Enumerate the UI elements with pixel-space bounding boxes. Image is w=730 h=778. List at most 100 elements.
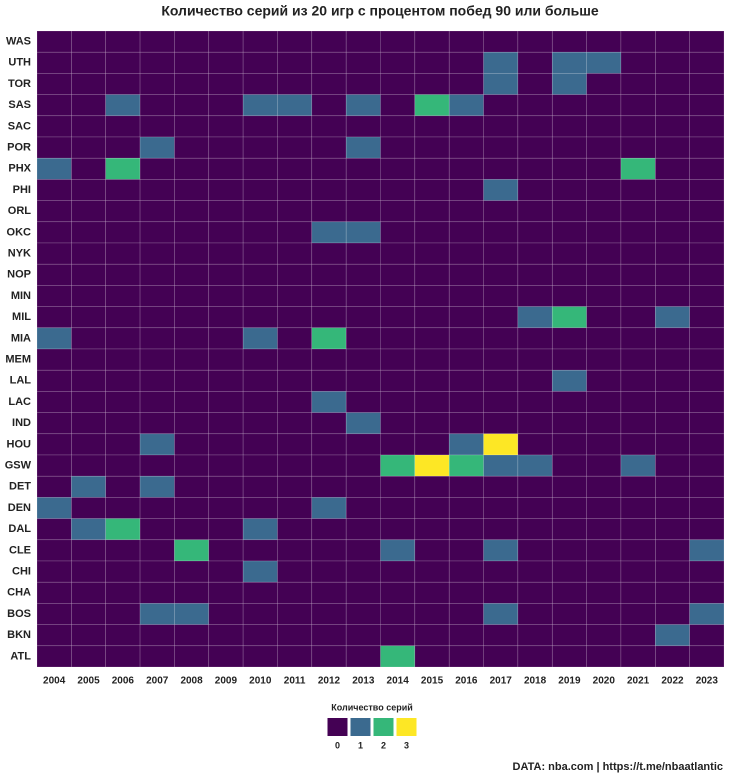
heatmap-cell [448,475,484,498]
heatmap-cell [105,603,141,625]
heatmap-cell [483,94,519,117]
x-tick-label: 2004 [43,676,66,687]
heatmap-cell [36,348,72,371]
x-tick-label: 2017 [490,676,513,687]
heatmap-cell [105,645,141,668]
heatmap-cell [654,624,690,647]
heatmap-cell [517,518,553,541]
heatmap-cell [345,454,381,477]
heatmap-cell [71,454,106,477]
heatmap-cell [139,433,175,456]
heatmap-cell [139,179,175,201]
heatmap-cell [208,306,244,329]
heatmap-cell [36,73,72,95]
heatmap-cell [654,115,690,138]
heatmap-cell [174,94,210,117]
heatmap-cell [105,433,141,456]
heatmap-cell [586,51,622,74]
heatmap-cell [551,94,587,117]
heatmap-cell [620,221,656,244]
heatmap-cell [380,518,416,541]
heatmap-cell [517,412,553,435]
heatmap-cell [242,73,278,95]
heatmap-cell [311,645,347,668]
y-tick-label: MEM [5,354,31,366]
heatmap-cell [620,136,656,159]
heatmap-cell [71,221,106,244]
heatmap-cell [105,475,141,498]
heatmap-cell [448,412,484,435]
heatmap-cell [208,94,244,117]
heatmap-cell [551,348,587,371]
heatmap-cell [448,497,484,519]
legend-label: 3 [404,740,409,750]
heatmap-cell [311,454,347,477]
heatmap-cell [71,518,106,541]
heatmap-cell [71,94,106,117]
heatmap-cell [483,645,519,668]
heatmap-cell [689,157,725,180]
heatmap-cell [345,115,381,138]
heatmap-cell [689,306,725,329]
y-tick-label: OKC [7,226,32,238]
heatmap-cell [345,603,381,625]
heatmap-cell [139,285,175,307]
heatmap-cell [483,369,519,392]
legend-key [350,718,371,736]
heatmap-cell [380,115,416,138]
x-tick-label: 2023 [696,676,719,687]
heatmap-cell [208,454,244,477]
heatmap-cell [517,645,553,668]
heatmap-cell [345,645,381,668]
heatmap-cell [139,221,175,244]
heatmap-cell [242,475,278,498]
heatmap-cell [380,348,416,371]
y-tick-label: SAC [8,120,31,132]
heatmap-cell [208,285,244,307]
y-tick-label: NYK [8,248,31,260]
heatmap-cell [448,200,484,223]
heatmap-cell [277,475,313,498]
heatmap-cell [414,30,450,53]
heatmap-cell [551,581,587,604]
heatmap-cell [517,348,553,371]
x-tick-label: 2009 [215,676,238,687]
heatmap-cell [586,348,622,371]
heatmap-cell [654,221,690,244]
heatmap-cell [242,603,278,625]
heatmap-cell [483,263,519,286]
heatmap-cell [105,94,141,117]
heatmap-cell [448,115,484,138]
heatmap-cell [36,560,72,583]
heatmap-cell [448,518,484,541]
heatmap-cell [174,539,210,562]
heatmap-cell [105,369,141,392]
heatmap-cell [174,200,210,223]
heatmap-cell [448,136,484,159]
heatmap-cell [208,603,244,625]
heatmap-cell [311,624,347,647]
heatmap-cell [517,285,553,307]
heatmap-cell [277,285,313,307]
heatmap-cell [277,221,313,244]
heatmap-cell [380,306,416,329]
heatmap-cell [689,560,725,583]
heatmap-cell [345,369,381,392]
heatmap-cell [448,157,484,180]
heatmap-cell [208,263,244,286]
heatmap-cell [36,518,72,541]
heatmap-cell [586,581,622,604]
heatmap-cell [586,497,622,519]
heatmap-cell [380,242,416,265]
heatmap-cell [414,497,450,519]
heatmap-cell [277,200,313,223]
heatmap-cell [586,115,622,138]
heatmap-cell [517,603,553,625]
heatmap-cell [277,581,313,604]
heatmap-cell [551,73,587,95]
heatmap-cell [414,539,450,562]
heatmap-cell [620,475,656,498]
heatmap-cell [620,581,656,604]
heatmap-cell [483,497,519,519]
heatmap-cell [689,497,725,519]
